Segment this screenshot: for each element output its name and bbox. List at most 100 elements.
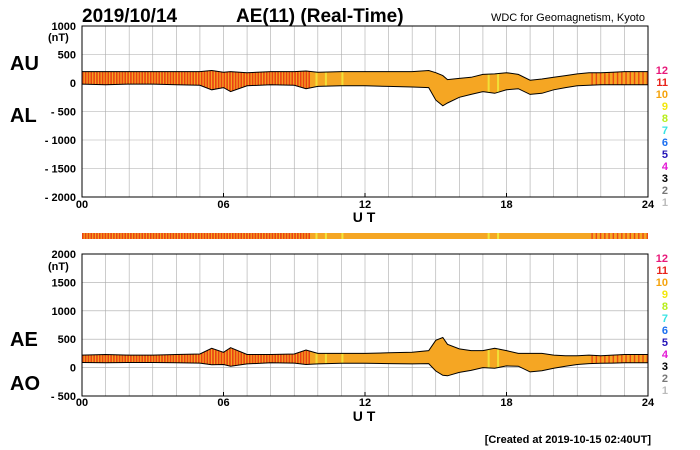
stripe-mark [98,337,101,376]
au-al-x-ticks: 00 06 12 18 24 [76,199,655,211]
stripe-mark [195,233,197,239]
stripe-mark [616,337,619,376]
stripe-mark [127,233,129,239]
stripe-mark [169,337,172,376]
legend-item: 2 [662,373,668,385]
stripe-mark [299,233,302,239]
stripe-mark [271,337,274,376]
stripe-mark [192,233,194,239]
stripe-mark [487,337,490,376]
stripe-mark [616,233,619,239]
stripe-mark [633,337,636,376]
stripe-mark [198,233,200,239]
chart-title: AE(11) (Real-Time) [236,6,404,27]
stripe-mark [308,337,310,376]
stripe-mark [277,233,279,239]
x-tick-label: 12 [359,199,371,211]
stripe-mark [595,337,598,376]
stripe-mark [226,337,228,376]
stripe-mark [101,233,104,239]
y-tick-label: 1000 [52,306,76,318]
stripe-mark [200,337,203,376]
au-al-unit: (nT) [48,32,69,44]
stripe-mark [124,233,127,239]
stripe-mark [212,337,214,376]
stripe-mark [633,233,636,239]
stripe-mark [265,337,268,376]
stripe-mark [621,233,623,239]
stripe-mark [181,337,183,376]
y-tick-label: 2000 [52,249,76,261]
stripe-mark [243,337,245,376]
stripe-mark [315,233,318,239]
stripe-mark [132,337,135,376]
stripe-mark [294,233,296,239]
stripe-mark [595,233,598,239]
stripe-mark [104,233,107,239]
stripe-mark [118,233,121,239]
stripe-mark [138,233,141,239]
y-tick-label: - 500 [51,107,76,119]
stripe-mark [115,337,118,376]
stripe-mark [274,337,277,376]
stripe-mark [240,337,243,376]
legend-item: 4 [662,161,669,173]
stripe-mark [282,337,285,376]
stripe-mark [231,70,234,106]
ae-line [81,336,648,357]
stripe-mark [215,337,217,376]
stripe-mark [155,337,158,376]
x-tick-label: 06 [217,397,229,409]
stripe-mark [198,337,200,376]
stripe-mark [113,233,115,239]
stripe-mark [280,233,282,239]
y-tick-label: 500 [58,50,76,62]
legend-item: 8 [662,113,668,125]
stripe-mark [305,337,308,376]
al-label: AL [10,105,37,127]
stripe-mark [164,233,166,239]
ae-label: AE [10,329,38,351]
stripe-mark [209,233,211,239]
stripe-mark [172,337,175,376]
stripe-mark [223,337,226,376]
ae-ao-area [81,336,648,377]
y-tick-label: - 1500 [45,164,76,176]
stripe-mark [277,337,279,376]
y-tick-label: 0 [70,363,76,375]
stripe-mark [121,337,124,376]
stripe-mark [147,337,149,376]
legend-item: 7 [662,313,668,325]
stripe-mark [497,233,500,239]
stripe-mark [149,233,152,239]
ae-ao-area-fill [82,337,648,376]
stripe-mark [234,70,237,106]
stripe-mark [299,337,302,376]
stripe-mark [132,233,135,239]
stripe-mark [147,233,149,239]
stripe-mark [203,233,206,239]
stripe-mark [121,233,124,239]
stripe-mark [144,233,146,239]
stripe-mark [203,337,206,376]
stripe-mark [246,233,248,239]
stripe-mark [285,233,288,239]
stripe-mark [642,337,644,376]
stripe-mark [152,233,155,239]
legend-item: 2 [662,185,668,197]
au-label: AU [10,53,39,75]
stripe-mark [625,233,627,239]
stripe-mark [231,337,234,376]
stripe-mark [308,233,310,239]
stripe-mark [178,233,180,239]
stripe-mark [229,70,231,106]
y-tick-label: - 2000 [45,192,76,204]
ao-label: AO [10,373,40,395]
stripe-mark [155,233,158,239]
stripe-mark [288,233,291,239]
legend-item: 9 [662,101,668,113]
legend-item: 3 [662,361,668,373]
stripe-mark [638,233,640,239]
